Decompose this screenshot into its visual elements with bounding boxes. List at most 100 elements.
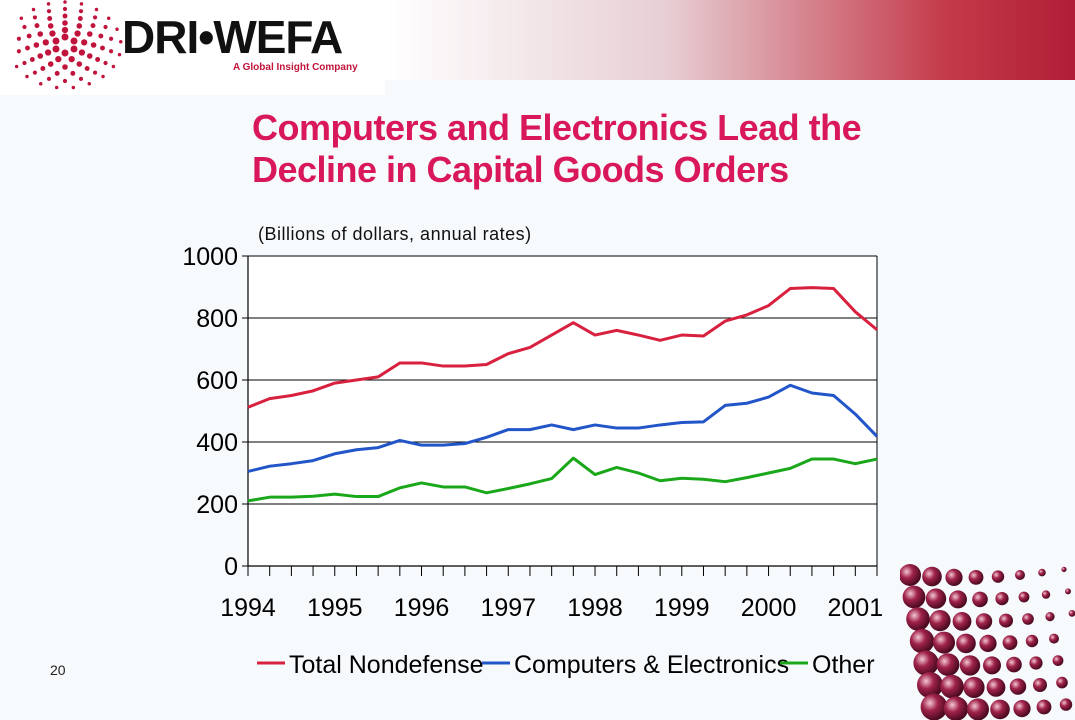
logo-dot <box>78 9 84 14</box>
x-tick-label: 1997 <box>480 594 536 622</box>
decorative-sphere <box>936 653 960 676</box>
dot-sphere-logo-icon <box>15 0 123 90</box>
logo-dot <box>61 26 69 34</box>
logo-dot <box>92 15 98 20</box>
x-tick-label: 1998 <box>567 594 623 622</box>
logo-dot <box>37 31 44 37</box>
logo-dot <box>26 33 32 39</box>
decorative-sphere <box>909 628 935 654</box>
logo-dot <box>115 27 119 32</box>
y-tick-label: 0 <box>224 553 238 581</box>
decorative-sphere <box>929 610 951 632</box>
decorative-sphere <box>1052 655 1064 666</box>
logo-dot <box>49 30 56 37</box>
decorative-sphere <box>906 607 930 631</box>
logo-dot <box>62 6 68 12</box>
decorative-sphere <box>986 678 1006 697</box>
logo-dot <box>15 64 19 69</box>
decorative-sphere <box>995 592 1009 606</box>
logo-dot <box>40 66 46 71</box>
decorative-sphere <box>1041 590 1051 599</box>
decorative-sphere <box>983 656 1001 675</box>
decorative-sphere <box>1056 676 1068 689</box>
logo-dot <box>16 49 22 54</box>
page-number: 20 <box>50 662 66 678</box>
logo-dot <box>76 61 83 67</box>
logo-dot <box>46 2 51 6</box>
y-tick-label: 1000 <box>182 243 238 271</box>
logo-dot <box>70 45 78 53</box>
logo-dot <box>77 16 83 21</box>
decorative-sphere <box>1029 656 1043 670</box>
decorative-sphere <box>1036 699 1052 715</box>
decorative-sphere <box>1018 591 1030 603</box>
decorative-sphere <box>945 568 963 586</box>
logo-dot <box>47 61 54 67</box>
x-tick-label: 2000 <box>741 594 797 622</box>
logo-dot <box>78 49 86 56</box>
decorative-sphere <box>972 591 988 608</box>
decorative-sphere <box>990 699 1010 720</box>
decorative-sphere <box>999 613 1013 628</box>
decorative-sphere <box>1013 700 1031 718</box>
logo-dot <box>29 57 35 62</box>
legend-label: Total Nondefense <box>289 651 484 679</box>
decorative-sphere <box>949 590 967 609</box>
logo-dot <box>33 42 40 48</box>
logo-dot <box>63 0 67 4</box>
decorative-sphere <box>920 693 948 720</box>
logo-wordmark: DRI•WEFA <box>122 11 343 63</box>
logo-dot <box>38 81 43 86</box>
logo-dot <box>100 45 105 51</box>
legend-label: Computers & Electronics <box>514 651 789 679</box>
x-tick-label: 1995 <box>307 594 363 622</box>
logo-dot <box>111 64 116 69</box>
logo-dot <box>108 36 114 41</box>
decorative-sphere <box>1025 634 1039 648</box>
logo-dot <box>68 55 75 63</box>
y-tick-label: 800 <box>196 305 238 333</box>
logo-dot <box>106 16 111 20</box>
logo-dot <box>71 85 76 90</box>
y-tick-label: 400 <box>196 429 238 457</box>
logo-dot <box>90 42 97 48</box>
decorative-sphere <box>933 631 955 654</box>
logo-dot <box>16 36 22 41</box>
decorative-sphere <box>925 588 947 609</box>
x-tick-label: 1999 <box>654 594 710 622</box>
logo-dot <box>95 57 101 62</box>
logo-dot <box>42 39 49 46</box>
logo-dot <box>62 20 68 26</box>
logo-dot <box>108 49 114 54</box>
decorative-sphere <box>1045 612 1055 622</box>
logo-dot <box>61 49 69 57</box>
x-tick-label: 1994 <box>220 594 276 622</box>
logo-dot <box>70 70 76 76</box>
logo-dot <box>86 31 93 37</box>
plot-area <box>248 256 877 566</box>
logo-dot <box>87 81 92 86</box>
decorative-sphere <box>963 676 985 698</box>
logo-dot <box>25 74 29 79</box>
series-line-other <box>247 456 878 503</box>
legend-label: Other <box>812 651 875 679</box>
logo-dot <box>34 23 40 29</box>
decorative-sphere <box>1006 656 1022 673</box>
logo-dot <box>32 15 38 20</box>
logo-dot <box>22 60 27 66</box>
y-tick-label: 200 <box>196 491 238 519</box>
decorative-sphere <box>959 655 981 676</box>
logo-dot <box>19 16 24 20</box>
logo-dot <box>62 64 68 70</box>
decorative-sphere <box>1015 570 1025 580</box>
decorative-sphere <box>1068 610 1075 617</box>
logo-dot <box>103 60 108 66</box>
x-tick-label: 1996 <box>394 594 450 622</box>
logo-dot <box>44 49 52 56</box>
decorative-sphere <box>967 698 989 720</box>
decorative-sphere <box>1061 566 1067 572</box>
logo-dot <box>52 45 60 53</box>
y-tick-label: 600 <box>196 367 238 395</box>
logo-dot <box>52 37 60 45</box>
